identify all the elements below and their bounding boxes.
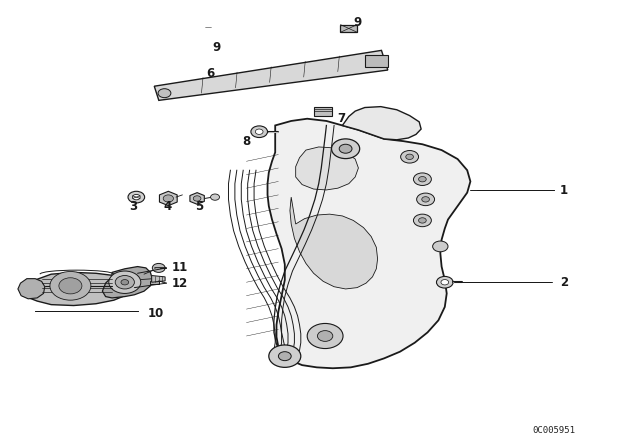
Circle shape <box>419 218 426 223</box>
Circle shape <box>115 276 134 289</box>
Circle shape <box>50 271 91 300</box>
Polygon shape <box>102 267 152 298</box>
Circle shape <box>128 191 145 203</box>
Circle shape <box>422 197 429 202</box>
Text: 5: 5 <box>195 199 204 213</box>
Circle shape <box>436 276 453 288</box>
Text: 11: 11 <box>172 261 188 275</box>
Circle shape <box>406 154 413 159</box>
Text: 6: 6 <box>206 67 214 81</box>
Circle shape <box>278 352 291 361</box>
Circle shape <box>401 151 419 163</box>
Text: 2: 2 <box>560 276 568 289</box>
Text: 9: 9 <box>212 40 221 54</box>
Polygon shape <box>150 281 159 284</box>
Text: 10: 10 <box>147 307 163 320</box>
Circle shape <box>413 214 431 227</box>
Text: 12: 12 <box>172 276 188 290</box>
Text: —: — <box>205 24 212 30</box>
Polygon shape <box>365 55 388 67</box>
Circle shape <box>269 345 301 367</box>
Text: 0C005951: 0C005951 <box>532 426 575 435</box>
Circle shape <box>441 280 449 285</box>
Polygon shape <box>190 193 204 204</box>
Polygon shape <box>18 279 45 299</box>
Circle shape <box>152 263 165 272</box>
Text: 1: 1 <box>560 184 568 197</box>
Circle shape <box>317 331 333 341</box>
Circle shape <box>158 89 171 98</box>
Circle shape <box>433 241 448 252</box>
Circle shape <box>255 129 263 134</box>
Text: 4: 4 <box>163 199 172 213</box>
Circle shape <box>339 144 352 153</box>
Text: 9: 9 <box>353 16 362 29</box>
Circle shape <box>417 193 435 206</box>
Circle shape <box>59 278 82 294</box>
Polygon shape <box>152 276 165 282</box>
Polygon shape <box>296 147 358 190</box>
Polygon shape <box>340 25 357 32</box>
Circle shape <box>413 173 431 185</box>
Circle shape <box>211 194 220 200</box>
Circle shape <box>193 196 201 201</box>
Text: 7: 7 <box>337 112 346 125</box>
Circle shape <box>307 323 343 349</box>
Polygon shape <box>314 107 332 116</box>
Polygon shape <box>22 272 131 306</box>
Circle shape <box>132 194 140 200</box>
Circle shape <box>109 271 141 293</box>
Circle shape <box>419 177 426 182</box>
Text: 3: 3 <box>129 199 138 213</box>
Circle shape <box>251 126 268 138</box>
Polygon shape <box>159 191 177 206</box>
Polygon shape <box>342 107 421 140</box>
Polygon shape <box>268 119 470 368</box>
Circle shape <box>121 280 129 285</box>
Polygon shape <box>290 197 378 289</box>
Circle shape <box>332 139 360 159</box>
Text: 8: 8 <box>242 134 250 148</box>
Circle shape <box>163 195 173 202</box>
Polygon shape <box>154 50 388 100</box>
